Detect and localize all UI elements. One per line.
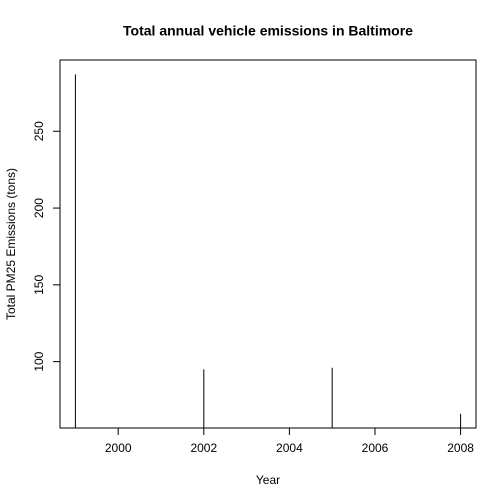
x-tick-label: 2006 bbox=[362, 441, 389, 455]
x-axis-label: Year bbox=[256, 473, 280, 487]
y-axis-label: Total PM25 Emissions (tons) bbox=[4, 168, 18, 320]
y-tick-label: 200 bbox=[32, 198, 46, 218]
x-tick-label: 2008 bbox=[447, 441, 474, 455]
x-tick-label: 2004 bbox=[276, 441, 303, 455]
x-tick-label: 2000 bbox=[105, 441, 132, 455]
chart-title: Total annual vehicle emissions in Baltim… bbox=[123, 23, 413, 39]
y-tick-label: 100 bbox=[32, 351, 46, 371]
x-tick-label: 2002 bbox=[190, 441, 217, 455]
y-tick-label: 250 bbox=[32, 121, 46, 141]
plot-box bbox=[59, 59, 477, 429]
y-tick-label: 150 bbox=[32, 275, 46, 295]
